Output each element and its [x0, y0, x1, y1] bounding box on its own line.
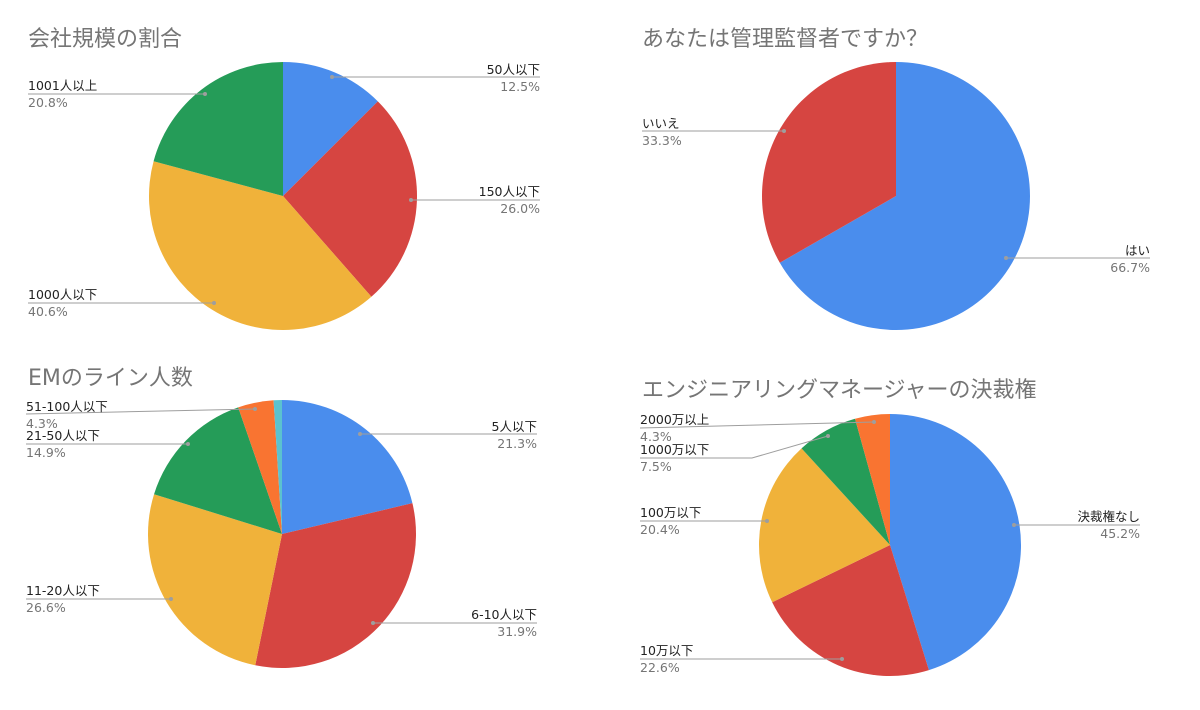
- leader-dot: [1004, 256, 1008, 260]
- pie: [759, 414, 1022, 677]
- slice-label: 1000万以下: [640, 442, 709, 457]
- label-50-or-less: 50人以下 12.5%: [330, 62, 540, 94]
- label-no: いいえ 33.3%: [642, 116, 786, 148]
- slice-value: 26.0%: [500, 201, 540, 216]
- slice-label: 10万以下: [640, 643, 693, 658]
- slice-label: 1001人以上: [28, 78, 97, 93]
- leader-dot: [330, 75, 334, 79]
- label-11-20: 11-20人以下 26.6%: [26, 583, 173, 615]
- pie-slice-4: [801, 418, 890, 545]
- leader-dot: [371, 621, 375, 625]
- pie-slice-4: [154, 407, 282, 534]
- pie: [148, 61, 418, 331]
- chart-title: 会社規模の割合: [28, 27, 182, 52]
- chart-em-line-headcount: EMのライン人数 5人以下 21.3% 6-10人以下 31.9% 11-20人…: [25, 366, 537, 669]
- leader-line: [639, 421, 875, 429]
- slice-value: 26.6%: [26, 600, 66, 615]
- pie-slice-3: [148, 161, 372, 331]
- slice-label: 150人以下: [479, 184, 540, 199]
- pie: [761, 61, 1030, 330]
- slice-value: 20.8%: [28, 95, 68, 110]
- label-21-50: 21-50人以下 14.9%: [26, 428, 190, 460]
- label-20m-or-more: 2000万以上 4.3%: [639, 412, 876, 444]
- chart-title: EMのライン人数: [28, 366, 193, 391]
- chart-manager-status: あなたは管理監督者ですか？ はい 66.7% いいえ 33.3%: [642, 27, 1150, 330]
- slice-value: 45.2%: [1100, 526, 1140, 541]
- leader-dot: [1012, 523, 1016, 527]
- leader-dot: [872, 420, 876, 424]
- label-1000-or-less: 1000人以下 40.6%: [28, 287, 216, 319]
- label-10m-or-less: 1000万以下 7.5%: [640, 434, 830, 474]
- pie-slice-1: [282, 399, 413, 534]
- slice-value: 7.5%: [640, 459, 672, 474]
- slice-value: 40.6%: [28, 304, 68, 319]
- leader-dot: [782, 129, 786, 133]
- label-51-100: 51-100人以下 4.3%: [25, 399, 257, 431]
- pie: [148, 399, 417, 669]
- pie-slice-1: [890, 414, 1022, 671]
- pie-slice-2: [283, 101, 418, 297]
- label-1001-or-more: 1001人以上 20.8%: [28, 78, 207, 110]
- slice-value: 21.3%: [497, 436, 537, 451]
- leader-dot: [253, 407, 257, 411]
- slice-label: 5人以下: [492, 419, 537, 434]
- slice-value: 12.5%: [500, 79, 540, 94]
- slice-label: はい: [1125, 243, 1150, 258]
- label-yes: はい 66.7%: [1004, 243, 1150, 275]
- leader-dot: [840, 657, 844, 661]
- slice-label: 1000人以下: [28, 287, 97, 302]
- label-6-10: 6-10人以下 31.9%: [371, 607, 537, 639]
- leader-line: [640, 435, 829, 459]
- slice-value: 4.3%: [26, 416, 58, 431]
- pie-slice-5: [855, 414, 890, 545]
- slice-value: 66.7%: [1110, 260, 1150, 275]
- leader-dot: [826, 434, 830, 438]
- label-150-or-less: 150人以下 26.0%: [409, 184, 540, 216]
- pie-slice-2: [255, 503, 417, 669]
- pie-slice-3: [148, 494, 282, 666]
- pie-slice-6: [273, 399, 282, 534]
- slice-value: 33.3%: [642, 133, 682, 148]
- chart-title: エンジニアリングマネージャーの決裁権: [642, 378, 1036, 403]
- pie-slice-2: [761, 61, 896, 263]
- slice-label: いいえ: [642, 116, 680, 131]
- label-100k-or-less: 10万以下 22.6%: [640, 643, 844, 675]
- label-no-authority: 決裁権なし 45.2%: [1012, 509, 1140, 541]
- leader-dot: [765, 519, 769, 523]
- slice-value: 14.9%: [26, 445, 66, 460]
- leader-dot: [203, 92, 207, 96]
- slice-label: 21-50人以下: [26, 428, 100, 443]
- leader-dot: [409, 198, 413, 202]
- label-5-or-less: 5人以下 21.3%: [358, 419, 537, 451]
- leader-line: [25, 408, 256, 415]
- slice-label: 50人以下: [487, 62, 540, 77]
- pie-slice-5: [238, 400, 282, 534]
- slice-value: 22.6%: [640, 660, 680, 675]
- slice-label: 11-20人以下: [26, 583, 100, 598]
- slice-value: 31.9%: [497, 624, 537, 639]
- pie-slice-4: [153, 61, 283, 196]
- pie-slice-1: [779, 62, 1030, 330]
- pie-slice-1: [283, 62, 378, 196]
- leader-dot: [358, 432, 362, 436]
- chart-company-size: 会社規模の割合 50人以下 12.5% 150人以下 26.0% 1000人以下…: [28, 27, 540, 331]
- slice-label: 決裁権なし: [1077, 509, 1140, 524]
- chart-title: あなたは管理監督者ですか？: [642, 27, 928, 52]
- leader-dot: [186, 442, 190, 446]
- leader-dot: [169, 597, 173, 601]
- label-1m-or-less: 100万以下 20.4%: [640, 505, 769, 537]
- slice-label: 100万以下: [640, 505, 701, 520]
- leader-dot: [212, 301, 216, 305]
- pie-slice-2: [772, 545, 929, 677]
- slice-label: 51-100人以下: [26, 399, 108, 414]
- slice-label: 2000万以上: [640, 412, 709, 427]
- slice-value: 4.3%: [640, 429, 672, 444]
- slice-value: 20.4%: [640, 522, 680, 537]
- chart-em-approval-authority: エンジニアリングマネージャーの決裁権 決裁権なし 45.2% 10万以下 22.…: [639, 378, 1140, 677]
- slice-label: 6-10人以下: [471, 607, 537, 622]
- pie-slice-3: [759, 448, 890, 603]
